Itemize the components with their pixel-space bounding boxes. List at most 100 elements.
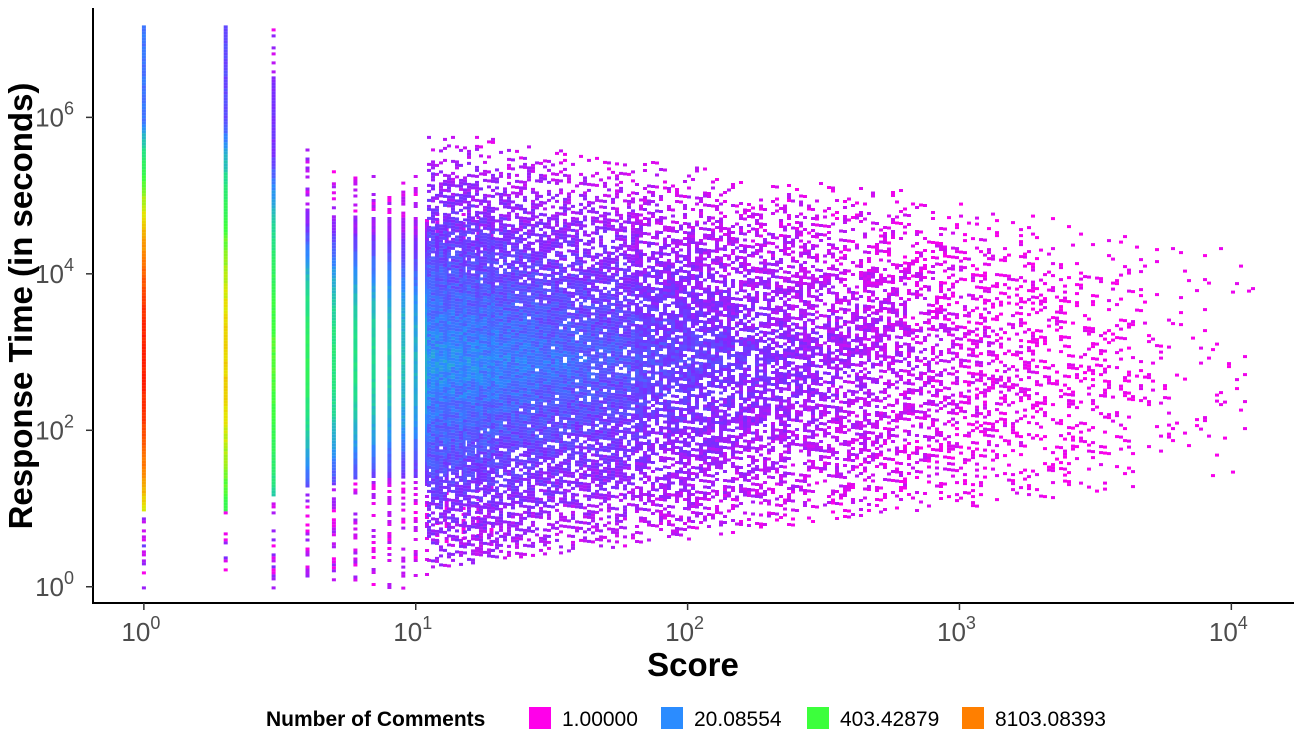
heatmap-cell: [491, 296, 495, 300]
heatmap-cell: [427, 300, 431, 304]
heatmap-cell: [471, 549, 475, 553]
heatmap-cell: [507, 433, 511, 437]
heatmap-cell: [447, 306, 451, 310]
heatmap-cell: [503, 346, 507, 350]
heatmap-cell: [483, 394, 487, 398]
heatmap-cell: [479, 187, 483, 191]
heatmap-cell: [331, 272, 336, 276]
heatmap-cell: [471, 285, 475, 289]
heatmap-cell: [331, 380, 336, 384]
heatmap-cell: [467, 359, 471, 363]
heatmap-cell: [447, 552, 451, 556]
heatmap-cell: [401, 388, 406, 392]
heatmap-cell: [523, 384, 527, 388]
heatmap-cell: [223, 259, 228, 263]
heatmap-cell: [459, 340, 463, 344]
heatmap-cell: [475, 333, 479, 337]
heatmap-cell: [223, 505, 228, 509]
heatmap-cell: [353, 527, 358, 531]
heatmap-cell: [435, 442, 439, 446]
heatmap-cell: [467, 287, 471, 291]
heatmap-cell: [491, 320, 495, 324]
heatmap-cell: [447, 240, 451, 244]
heatmap-cell: [507, 313, 511, 317]
heatmap-cell: [331, 521, 336, 525]
heatmap-cell: [401, 181, 406, 185]
heatmap-cell: [515, 356, 519, 360]
heatmap-cell: [305, 421, 310, 425]
heatmap-cell: [427, 135, 431, 139]
heatmap-cell: [535, 203, 539, 207]
heatmap-cell: [353, 410, 358, 414]
heatmap-cell: [371, 496, 376, 499]
heatmap-cell: [499, 450, 503, 454]
heatmap-cell: [141, 142, 146, 146]
heatmap-cell: [413, 466, 418, 469]
heatmap-cell: [531, 355, 535, 359]
heatmap-cell: [353, 299, 358, 303]
heatmap-cell: [475, 189, 479, 193]
heatmap-cell: [451, 369, 455, 373]
heatmap-cell: [223, 478, 228, 482]
heatmap-cell: [523, 315, 527, 319]
heatmap-cell: [531, 199, 535, 203]
heatmap-cell: [511, 191, 515, 195]
heatmap-cell: [455, 361, 459, 365]
heatmap-cell: [467, 458, 471, 462]
heatmap-cell: [463, 485, 467, 489]
heatmap-cell: [483, 529, 487, 533]
heatmap-cell: [479, 223, 483, 227]
heatmap-cell: [223, 121, 228, 125]
heatmap-cell: [439, 335, 443, 339]
heatmap-cell: [439, 377, 443, 381]
heatmap-cell: [499, 360, 503, 364]
heatmap-cell: [503, 382, 507, 386]
heatmap-cell: [447, 342, 451, 346]
heatmap-cell: [371, 442, 376, 445]
heatmap-cell: [223, 334, 228, 338]
heatmap-cell: [543, 243, 547, 247]
heatmap-cell: [539, 251, 543, 255]
heatmap-cell: [523, 333, 527, 337]
heatmap-cell: [455, 445, 459, 449]
heatmap-cell: [353, 263, 358, 267]
heatmap-cell: [475, 279, 479, 283]
heatmap-cell: [141, 211, 146, 215]
heatmap-cell: [519, 384, 523, 388]
heatmap-cell: [435, 403, 439, 407]
heatmap-cell: [459, 409, 463, 413]
heatmap-cell: [543, 225, 547, 229]
heatmap-cell: [483, 406, 487, 410]
heatmap-cell: [427, 315, 431, 319]
heatmap-cell: [271, 85, 276, 89]
heatmap-cell: [141, 181, 146, 185]
heatmap-cell: [271, 70, 276, 74]
heatmap-cell: [507, 352, 511, 356]
heatmap-cell: [447, 339, 451, 343]
heatmap-cell: [523, 339, 527, 343]
heatmap-cell: [387, 424, 392, 427]
heatmap-cell: [427, 411, 431, 415]
heatmap-cell: [535, 425, 539, 429]
heatmap-cell: [223, 277, 228, 281]
heatmap-cell: [523, 411, 527, 415]
heatmap-cell: [401, 472, 406, 476]
heatmap-cell: [499, 402, 503, 406]
heatmap-cell: [371, 502, 376, 505]
heatmap-cell: [431, 229, 435, 233]
heatmap-cell: [475, 489, 479, 493]
heatmap-cell: [141, 277, 146, 281]
heatmap-cell: [475, 402, 479, 406]
heatmap-cell: [531, 403, 535, 407]
heatmap-cell: [305, 376, 310, 380]
heatmap-cell: [463, 371, 467, 375]
heatmap-cell: [459, 367, 463, 371]
heatmap-cell: [475, 546, 479, 550]
heatmap-cell: [499, 456, 503, 460]
heatmap-cell: [443, 254, 447, 258]
heatmap-cell: [439, 305, 443, 309]
heatmap-cell: [443, 398, 447, 402]
heatmap-cell: [443, 458, 447, 462]
heatmap-cell: [459, 445, 463, 449]
heatmap-cell: [511, 425, 515, 429]
